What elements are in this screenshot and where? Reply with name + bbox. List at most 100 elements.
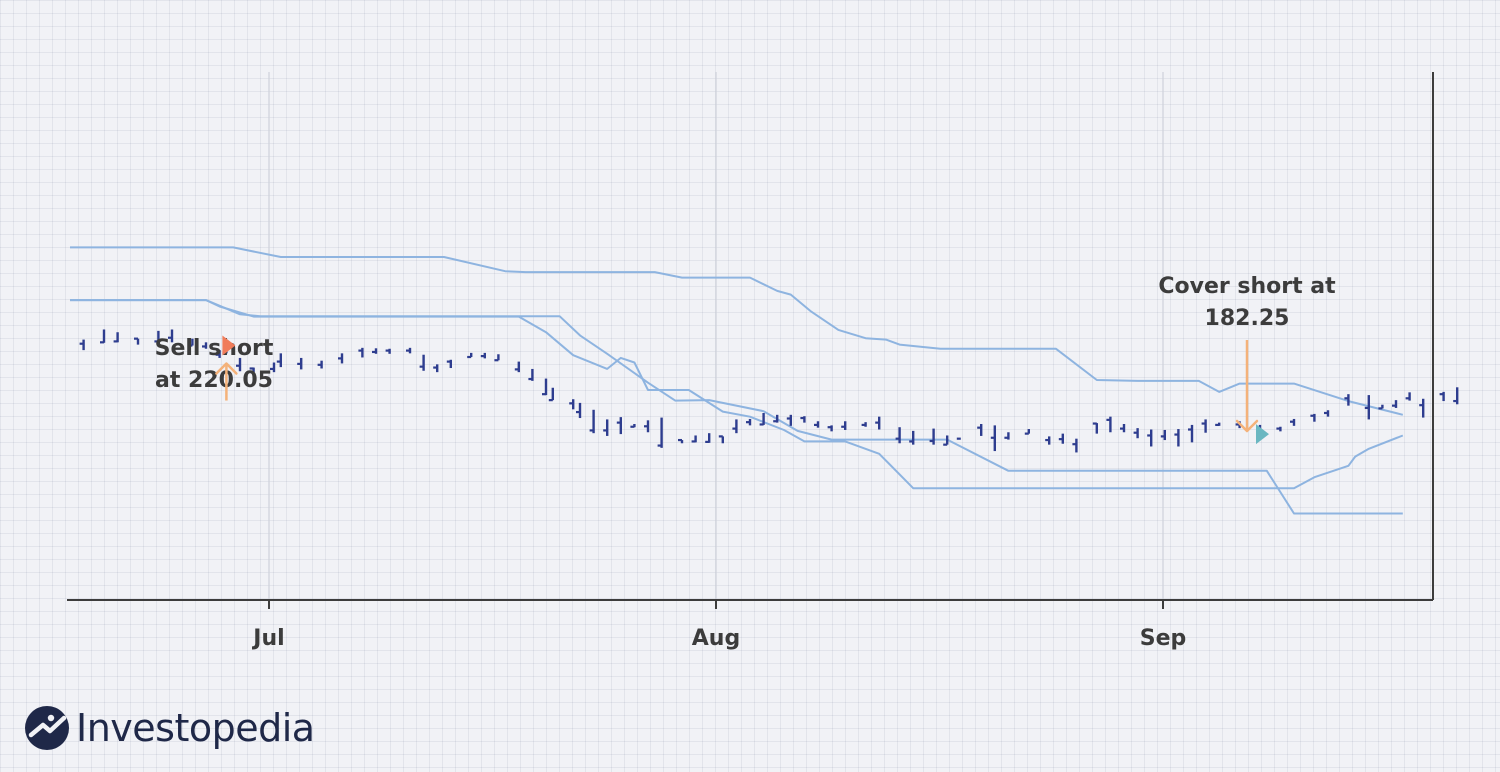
- ohlc-bar: [358, 347, 364, 358]
- ohlc-bar: [909, 430, 915, 445]
- brand-logo: Investopedia: [24, 700, 315, 756]
- ohlc-bar: [1072, 438, 1078, 453]
- ohlc-bar: [1120, 424, 1126, 433]
- ohlc-bar: [338, 353, 344, 364]
- ohlc-bar: [1310, 413, 1316, 422]
- ohlc-bar: [657, 417, 663, 448]
- ohlc-bar: [990, 425, 996, 452]
- ohlc-bar: [1188, 424, 1194, 443]
- ohlc-bar: [1058, 433, 1065, 444]
- ohlc-bar: [589, 409, 595, 434]
- cover-annotation-line1: Cover short at: [1158, 274, 1336, 299]
- ohlc-bar: [678, 438, 684, 444]
- ohlc-bar: [1276, 426, 1282, 432]
- ohlc-bar: [528, 368, 534, 381]
- channel-upper-line: [70, 246, 1404, 416]
- axes: [67, 72, 1434, 601]
- annotations: Sell short at 220.05 Cover short at 182.…: [155, 274, 1336, 445]
- ohlc-bar: [827, 425, 833, 432]
- ohlc-bar: [1092, 422, 1099, 434]
- ohlc-bar: [630, 424, 636, 428]
- ohlc-bar: [1364, 395, 1371, 420]
- ohlc-bar: [759, 412, 765, 426]
- ohlc-bar: [113, 332, 119, 343]
- cover-marker-triangle: [1256, 424, 1269, 445]
- ohlc-bar: [446, 359, 452, 369]
- ohlc-bar: [943, 435, 949, 446]
- sell-marker-triangle: [222, 335, 236, 356]
- ohlc-bar: [705, 433, 711, 443]
- ohlc-bar: [100, 329, 106, 344]
- ohlc-bar: [154, 330, 160, 344]
- ohlc-bar: [1024, 429, 1031, 435]
- investopedia-logo-icon: [25, 706, 69, 750]
- ohlc-bar: [1324, 410, 1330, 417]
- ohlc-bar: [480, 352, 486, 359]
- ohlc-bar: [494, 354, 500, 362]
- ohlc-bar: [385, 348, 391, 354]
- ohlc-bar: [773, 414, 779, 423]
- ohlc-bar: [215, 350, 221, 358]
- ohlc-bar: [800, 416, 806, 423]
- ohlc-bar: [297, 357, 303, 370]
- channel-middle-line: [70, 299, 1404, 490]
- ohlc-bar: [1201, 419, 1207, 433]
- sell-annotation-line1: Sell short: [155, 336, 274, 361]
- ohlc-bar: [746, 418, 752, 426]
- ohlc-bar: [1106, 416, 1112, 433]
- ohlc-bar: [372, 348, 378, 354]
- ohlc-bar: [569, 399, 575, 410]
- cover-annotation-line2: 182.25: [1205, 306, 1290, 331]
- ohlc-bar: [317, 360, 323, 369]
- ohlc-bar: [419, 354, 425, 371]
- ohlc-bar: [1344, 394, 1350, 406]
- ohlc-bar: [691, 435, 697, 443]
- ohlc-bar: [841, 421, 847, 430]
- price-channel: [70, 246, 1404, 515]
- ohlc-bar: [1378, 404, 1384, 410]
- ohlc-bar: [1147, 429, 1153, 447]
- ohlc-bar: [406, 347, 412, 354]
- sell-arrow-head: [215, 362, 238, 375]
- ohlc-bar: [732, 419, 738, 434]
- ohlc-bar: [270, 362, 276, 373]
- ohlc-bar: [1290, 418, 1296, 426]
- ohlc-bar: [202, 342, 208, 349]
- ohlc-bar: [1004, 432, 1010, 440]
- x-tick-label-aug: Aug: [692, 626, 740, 651]
- ohlc-bar: [718, 435, 724, 444]
- ohlc-bar: [603, 419, 609, 436]
- ohlc-bar: [1174, 429, 1180, 447]
- brand-name: Investopedia: [76, 706, 315, 750]
- x-ticks: Jul Aug Sep: [251, 600, 1186, 651]
- ohlc-bar: [79, 339, 85, 351]
- ohlc-bar: [1405, 392, 1411, 401]
- ohlc-bar: [188, 338, 194, 347]
- ohlc-bar: [786, 414, 792, 426]
- ohlc-bar: [1215, 422, 1221, 427]
- ohlc-bar: [276, 353, 282, 368]
- vertical-gridlines: [268, 72, 1164, 600]
- ohlc-bar: [1453, 387, 1459, 405]
- ohlc-bar: [1392, 400, 1398, 408]
- ohlc-bar: [542, 378, 548, 396]
- ohlc-bar: [616, 417, 622, 435]
- ohlc-bar: [548, 387, 554, 402]
- ohlc-bar: [168, 329, 174, 343]
- channel-lower-line: [70, 299, 1403, 515]
- ohlc-bar: [1133, 428, 1139, 439]
- ohlc-bar: [1419, 398, 1425, 418]
- cover-arrow-head: [1235, 419, 1259, 433]
- ohlc-bar: [875, 416, 881, 430]
- ohlc-bar: [576, 402, 582, 419]
- ohlc-bar: [644, 420, 650, 433]
- x-tick-label-sep: Sep: [1140, 626, 1187, 651]
- ohlc-bar: [1160, 429, 1167, 441]
- x-tick-label-jul: Jul: [251, 626, 284, 651]
- ohlc-bar: [433, 364, 439, 373]
- ohlc-bar: [977, 424, 983, 436]
- ohlc-bar: [814, 421, 820, 428]
- ohlc-bar: [895, 427, 901, 444]
- ohlc-bar: [249, 367, 255, 373]
